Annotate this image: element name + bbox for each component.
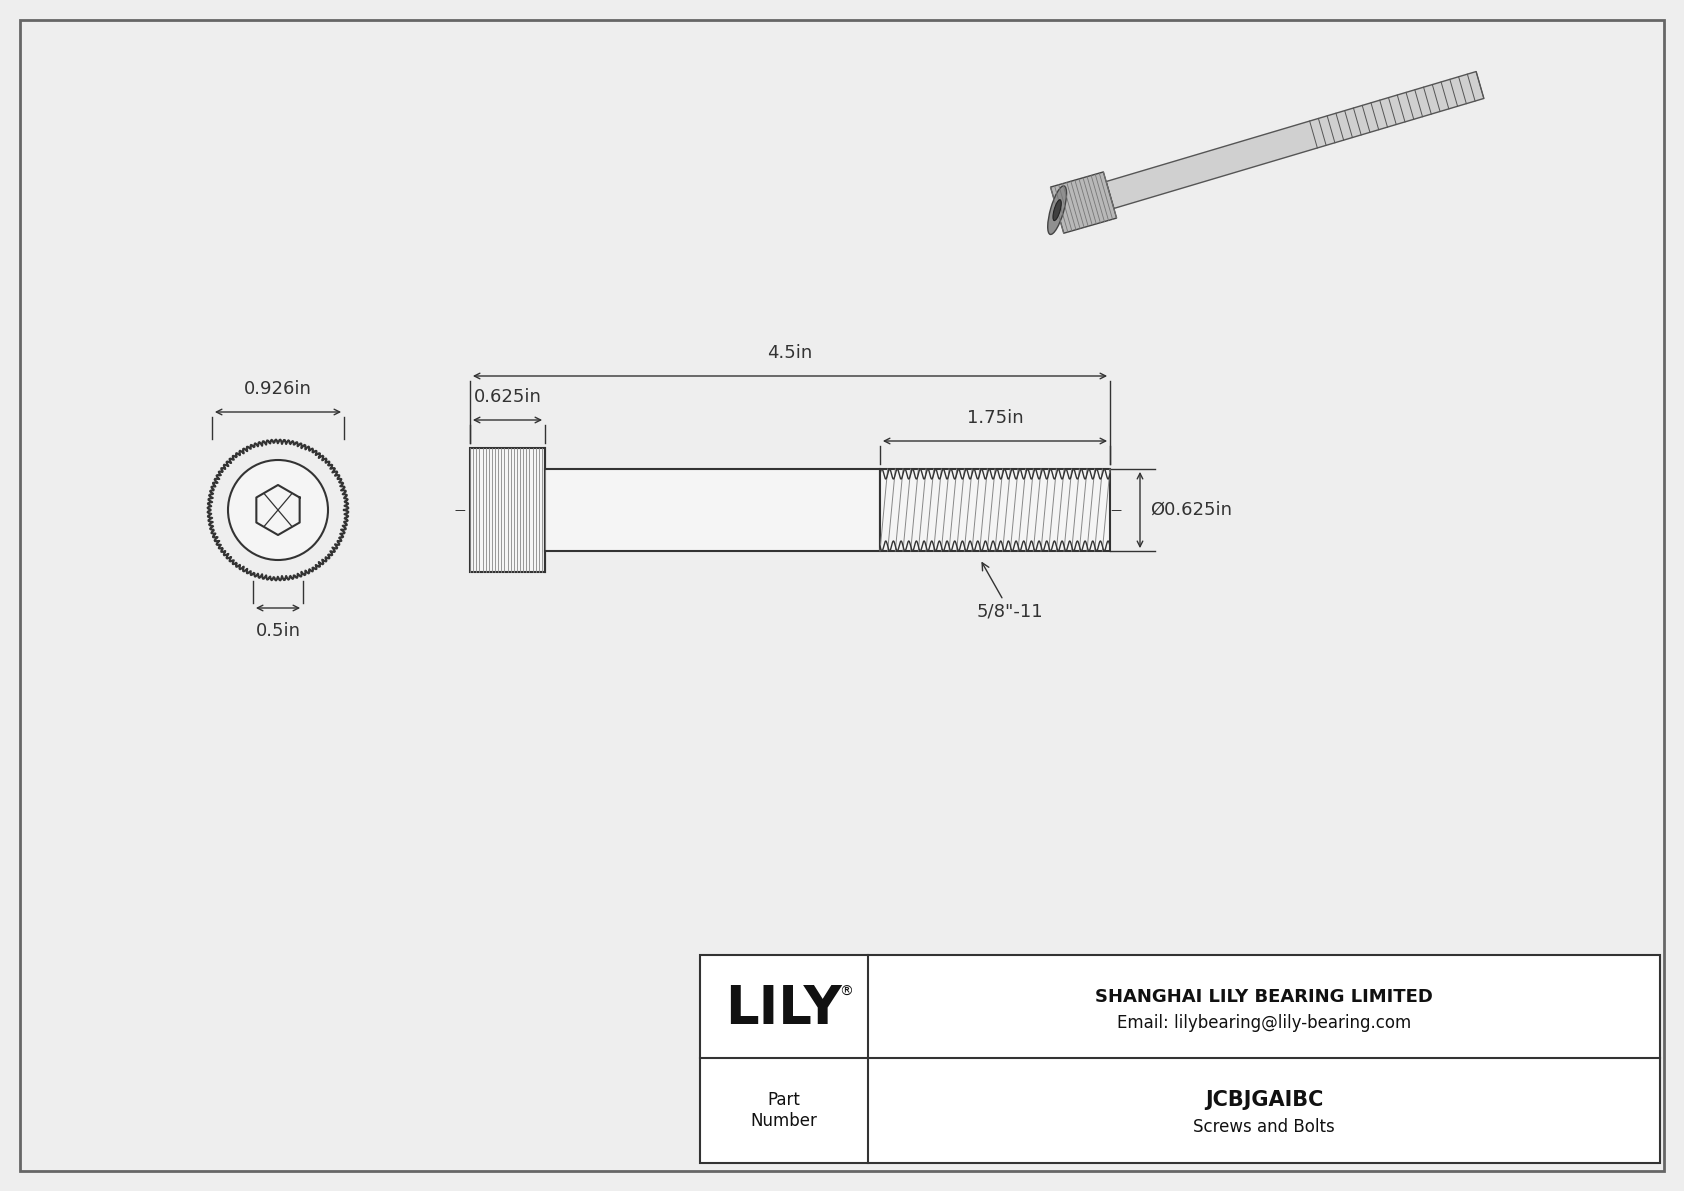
Text: Ø0.625in: Ø0.625in <box>1150 501 1233 519</box>
Polygon shape <box>546 469 881 551</box>
Text: 5/8"-11: 5/8"-11 <box>977 563 1044 621</box>
Text: 0.625in: 0.625in <box>473 388 542 406</box>
Text: 0.926in: 0.926in <box>244 380 312 398</box>
Polygon shape <box>470 448 546 572</box>
Text: Email: lilybearing@lily-bearing.com: Email: lilybearing@lily-bearing.com <box>1116 1014 1411 1031</box>
Text: 0.5in: 0.5in <box>256 622 300 640</box>
Polygon shape <box>1106 71 1484 208</box>
Ellipse shape <box>1052 200 1061 220</box>
Text: SHANGHAI LILY BEARING LIMITED: SHANGHAI LILY BEARING LIMITED <box>1095 987 1433 1005</box>
Polygon shape <box>701 955 1660 1162</box>
Text: Screws and Bolts: Screws and Bolts <box>1194 1117 1335 1135</box>
Text: ®: ® <box>839 985 852 998</box>
Polygon shape <box>881 469 1110 551</box>
Text: 1.75in: 1.75in <box>967 409 1024 428</box>
Ellipse shape <box>1047 186 1066 235</box>
Text: LILY: LILY <box>726 983 842 1035</box>
Text: 4.5in: 4.5in <box>768 344 813 362</box>
Polygon shape <box>1051 172 1116 233</box>
Text: JCBJGAIBC: JCBJGAIBC <box>1204 1091 1324 1110</box>
Circle shape <box>227 460 328 560</box>
Text: Part
Number: Part Number <box>751 1091 817 1130</box>
